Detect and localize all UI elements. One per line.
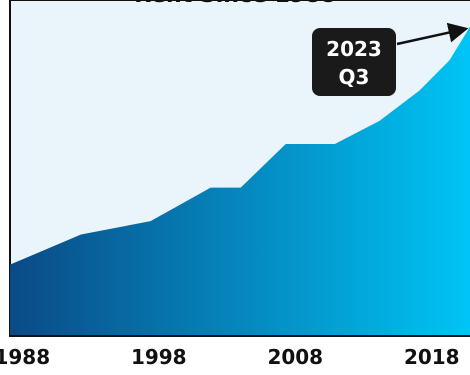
annotation-text: 2023 xyxy=(326,37,382,61)
x-tick-label: 2018 xyxy=(404,345,460,369)
x-tick-label: 1988 xyxy=(0,345,50,369)
chart-title: Rent Since 1988 xyxy=(134,0,336,8)
annotation-arrow xyxy=(396,22,469,46)
annotation-text: Q3 xyxy=(339,65,370,89)
area xyxy=(10,26,470,336)
x-tick-label: 1998 xyxy=(131,345,187,369)
x-tick-label: 2008 xyxy=(267,345,323,369)
annotation-box xyxy=(312,28,396,96)
